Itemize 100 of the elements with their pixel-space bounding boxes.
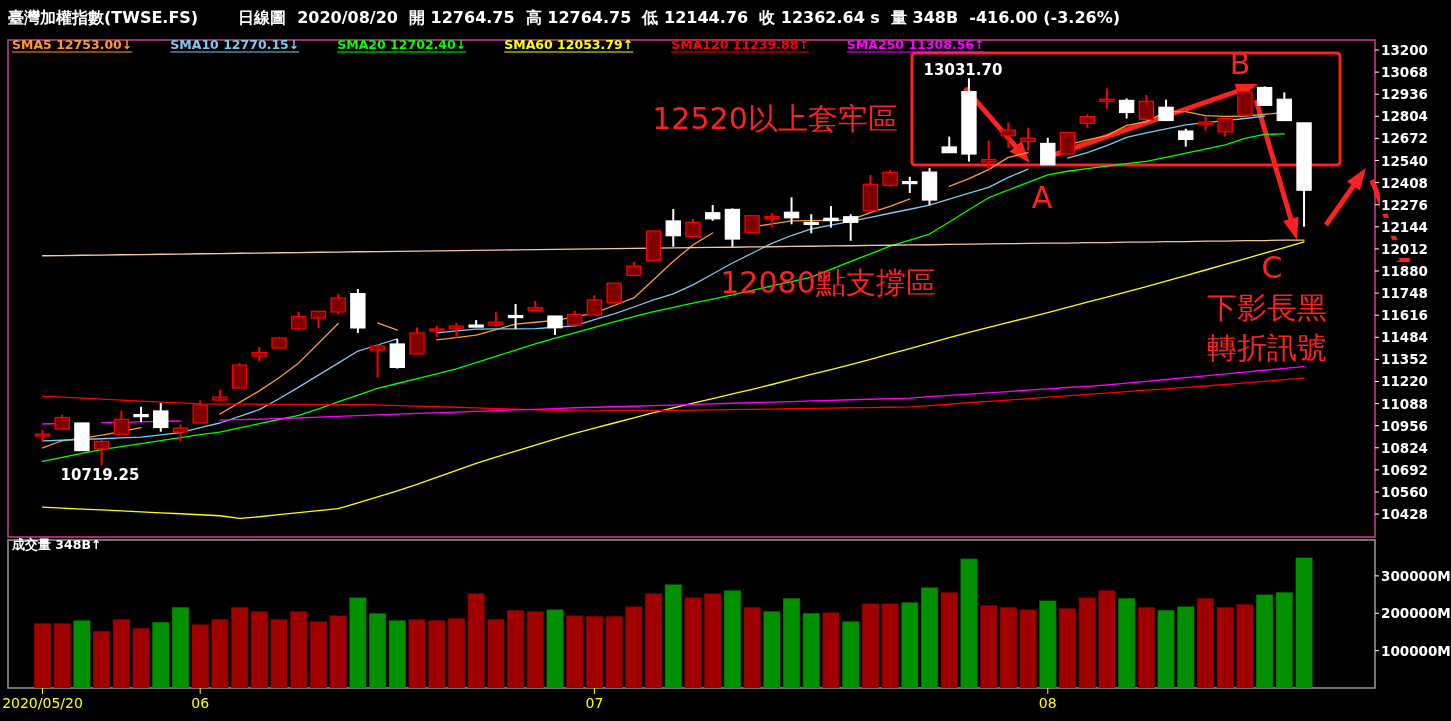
bar: [369, 613, 387, 688]
y-tick-label: 12276: [1381, 196, 1428, 213]
bar: [644, 593, 663, 688]
bar: [93, 631, 111, 688]
bar: [566, 615, 584, 688]
y-tick-label: 11220: [1381, 373, 1428, 390]
y-tick-label: 11484: [1381, 329, 1428, 346]
text: SMA120 11239.88↑: [671, 37, 809, 52]
bar: [723, 590, 741, 688]
y-tick-label: 12936: [1381, 86, 1428, 103]
candlestick: [409, 326, 425, 356]
y-tick-label: 12408: [1381, 174, 1428, 191]
y-tick-label: 10560: [1381, 483, 1428, 500]
y-tick-label: 10428: [1381, 506, 1428, 523]
candlestick: [1256, 85, 1273, 107]
y-tick-label: 12012: [1381, 240, 1428, 257]
bar: [546, 609, 564, 688]
text: SMA5 12753.00↓: [12, 37, 133, 52]
bar: [487, 619, 505, 688]
candlestick: [153, 401, 169, 433]
line-series: [41, 239, 1305, 257]
candlestick: [507, 302, 524, 330]
bar: [1157, 610, 1175, 688]
bar: [231, 607, 249, 688]
y-tick-label: 11748: [1381, 285, 1428, 302]
y-tick-label: 11880: [1381, 263, 1428, 280]
bar: [743, 607, 761, 688]
y-tick-label: 10692: [1381, 461, 1428, 478]
bar: [447, 618, 466, 688]
bar: [1295, 557, 1313, 688]
y-tick-label: 10956: [1381, 417, 1428, 434]
bar: [349, 597, 367, 688]
chart-subtitle: 日線圖 2020/08/20 開 12764.75 高 12764.75 低 12144.76 收 12362.64 s 量 348B -416.00 (-3.26%): [238, 8, 1121, 27]
bar: [1236, 604, 1254, 688]
bar: [270, 619, 288, 688]
bar: [881, 603, 899, 688]
annotation: 13031.70: [923, 61, 1003, 79]
bar: [73, 620, 91, 688]
annotation: 轉折訊號: [1207, 329, 1327, 365]
text: SMA60 12053.79↑: [504, 37, 634, 52]
bar: [1058, 608, 1077, 688]
bar: [1039, 600, 1057, 688]
candlestick: [665, 208, 681, 248]
candlestick: [1276, 91, 1293, 122]
candlestick: [1020, 126, 1036, 152]
candlestick: [586, 294, 603, 317]
annotation: C: [1261, 250, 1283, 286]
text: SMA10 12770.15↓: [170, 37, 300, 52]
candlestick: [93, 439, 110, 467]
bar: [763, 611, 781, 688]
bar: [428, 620, 446, 688]
candlestick: [389, 337, 405, 370]
bar: [1118, 598, 1136, 688]
candlestick: [113, 409, 130, 436]
annotation: 10719.25: [60, 466, 140, 484]
bar: [822, 612, 840, 688]
candlestick: [1118, 97, 1135, 120]
bar: [625, 606, 643, 688]
candlestick: [842, 213, 859, 242]
bar: [1177, 606, 1195, 688]
bar: [1196, 598, 1215, 688]
bar: [901, 602, 919, 688]
candlestick: [1000, 121, 1017, 149]
bar: [802, 613, 820, 688]
candlestick: [980, 139, 997, 170]
bar: [132, 628, 150, 688]
y-tick-label: 10824: [1381, 439, 1428, 456]
y-tick-label: 12540: [1381, 152, 1428, 169]
bar: [506, 610, 525, 688]
bar: [980, 605, 998, 688]
bar: [1275, 592, 1293, 688]
bar: [1256, 594, 1274, 688]
candlestick: [291, 311, 307, 332]
bar: [842, 621, 860, 688]
bar: [940, 592, 958, 688]
candlestick: [1237, 90, 1253, 116]
candlestick: [1138, 94, 1155, 121]
candlestick: [231, 362, 248, 390]
bar: [1137, 607, 1155, 688]
bar: [329, 615, 347, 688]
text: 成交量 348B↑: [11, 537, 102, 552]
bar: [191, 624, 209, 688]
bar: [408, 619, 426, 688]
bar: [704, 593, 722, 688]
bar: [664, 584, 682, 688]
y-tick-label: 11088: [1381, 395, 1428, 412]
text: SMA250 11308.56↑: [846, 37, 985, 52]
bar: [33, 623, 52, 688]
bar: [1019, 609, 1037, 688]
y-tick-label: 12672: [1381, 130, 1428, 147]
candlestick: [369, 342, 386, 379]
candlestick: [1040, 136, 1056, 166]
bar: [684, 597, 702, 688]
bar: [526, 611, 544, 688]
bar: [388, 620, 406, 688]
candlestick: [685, 217, 701, 239]
x-tick-label: 08: [1038, 695, 1057, 711]
candlestick: [1059, 131, 1076, 155]
bar: [53, 623, 71, 688]
chart-title: 臺灣加權指數(TWSE.FS): [8, 8, 199, 27]
